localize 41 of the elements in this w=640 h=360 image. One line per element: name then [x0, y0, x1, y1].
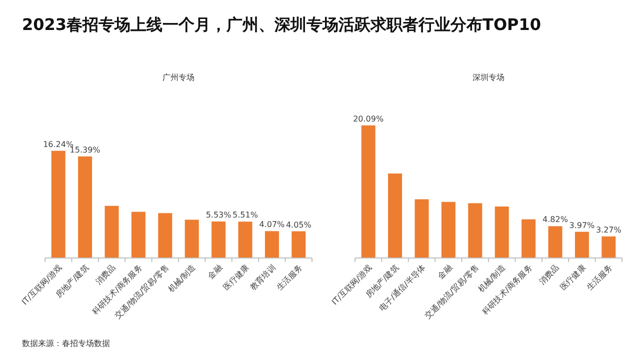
data-label: 5.51% [232, 210, 258, 220]
x-tick-label: 教育培训 [248, 263, 278, 292]
x-tick-label: 金融 [206, 263, 224, 281]
x-tick-label: 医疗健康 [222, 263, 251, 292]
bar [104, 206, 119, 258]
bar [468, 203, 482, 258]
bar [441, 202, 456, 258]
data-label: 4.07% [259, 220, 286, 230]
bar [238, 222, 252, 258]
bar [361, 125, 376, 258]
x-tick-label: 生活服务 [275, 263, 304, 292]
chart-subtitle: 广州专场 [162, 73, 194, 82]
data-label: 4.05% [286, 220, 312, 230]
bar [131, 212, 146, 258]
bar [212, 222, 226, 258]
x-tick-label: 消费品 [537, 263, 561, 286]
bar [51, 150, 66, 258]
bar [414, 199, 429, 258]
data-label: 4.82% [542, 215, 568, 224]
bar [264, 231, 279, 258]
bar [78, 156, 92, 258]
data-label: 3.97% [569, 220, 596, 230]
x-tick-label: 医疗健康 [558, 263, 588, 292]
bar [184, 220, 199, 258]
bar [292, 231, 306, 258]
chart-subtitle: 深圳专场 [472, 73, 504, 82]
data-label: 20.09% [353, 114, 384, 124]
x-tick-label: 消费品 [94, 263, 118, 286]
bar [574, 232, 589, 258]
x-tick-label: 金融 [436, 263, 454, 281]
bar [522, 219, 536, 258]
bar [494, 206, 509, 258]
chart-title: 2023春招专场上线一个月，广州、深圳专场活跃求职者行业分布TOP10 [22, 15, 542, 34]
data-label: 3.27% [596, 225, 622, 234]
bar [158, 213, 172, 258]
bar [602, 236, 616, 258]
bar [388, 174, 402, 258]
x-tick-label: 生活服务 [585, 263, 614, 292]
bar [548, 226, 562, 258]
data-label: 5.53% [206, 210, 232, 220]
source-note: 数据来源：春招专场数据 [22, 339, 110, 348]
